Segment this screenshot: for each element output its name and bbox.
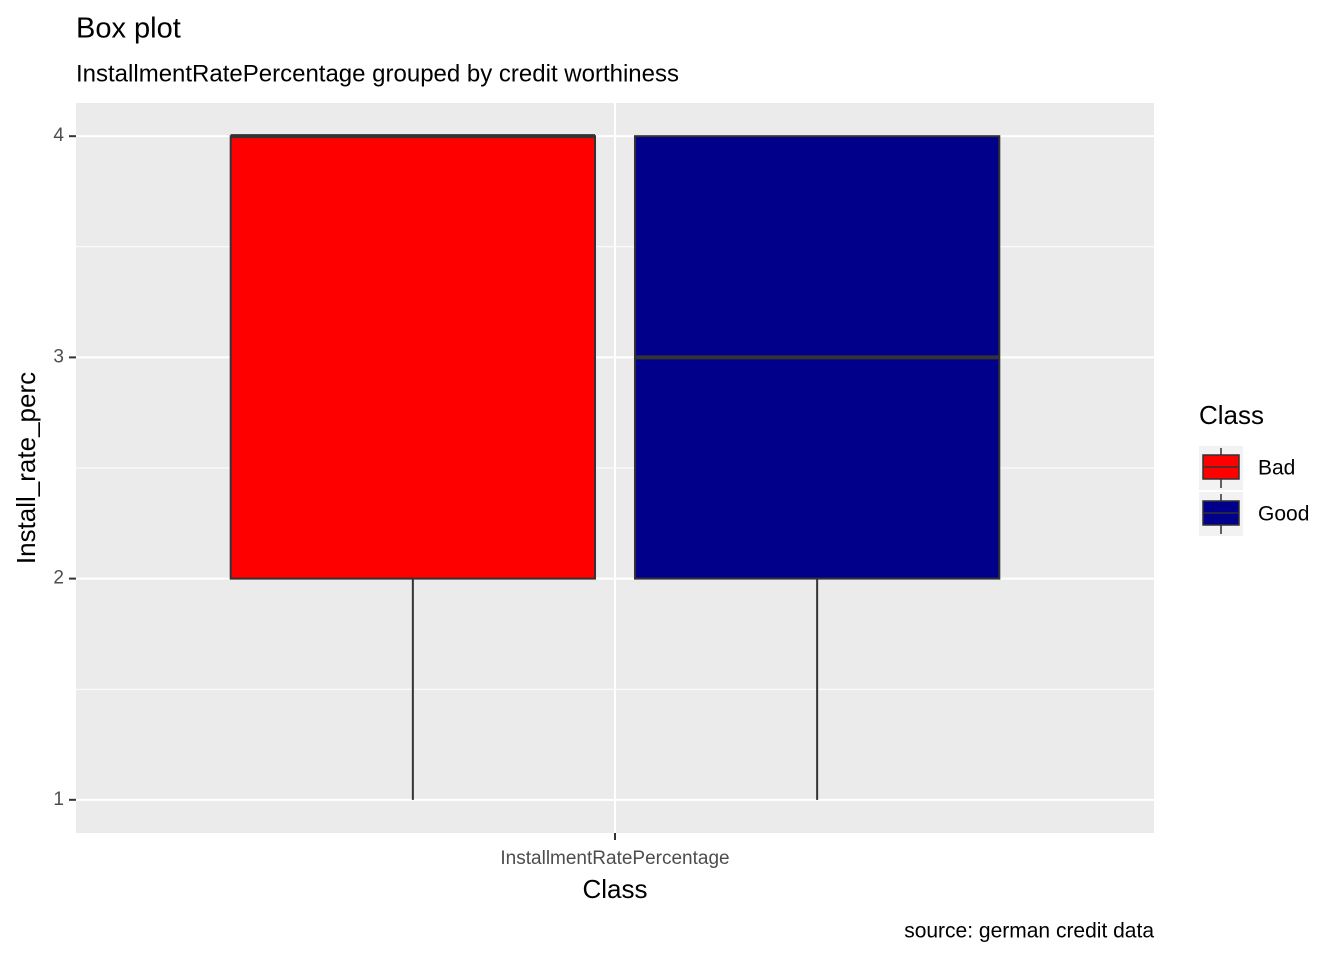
- legend: Bad Good: [1199, 446, 1309, 536]
- chart-subtitle: InstallmentRatePercentage grouped by cre…: [76, 60, 679, 87]
- y-axis-label: Install_rate_perc: [11, 372, 41, 564]
- legend-label: Good: [1258, 503, 1309, 526]
- plot-marks: [229, 134, 1001, 800]
- y-tick-label: 4: [53, 125, 64, 146]
- legend-label: Bad: [1258, 457, 1295, 480]
- legend-title: Class: [1199, 400, 1264, 430]
- y-tick-label: 2: [53, 568, 64, 589]
- x-tick-label: InstallmentRatePercentage: [500, 848, 729, 869]
- box: [229, 135, 597, 580]
- chart-title: Box plot: [76, 13, 181, 45]
- y-tick-label: 1: [53, 789, 64, 810]
- x-axis-label: Class: [582, 874, 647, 904]
- caption: source: german credit data: [904, 920, 1154, 943]
- y-tick-label: 3: [53, 346, 64, 367]
